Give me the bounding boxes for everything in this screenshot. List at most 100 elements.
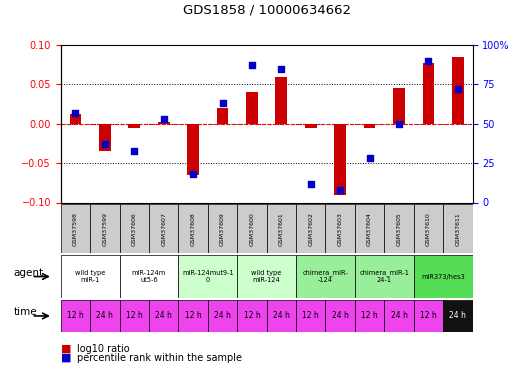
Text: GSM37610: GSM37610 <box>426 212 431 246</box>
Point <box>424 58 432 64</box>
Bar <box>187 124 199 175</box>
Bar <box>414 300 443 332</box>
Text: GSM37601: GSM37601 <box>279 212 284 246</box>
Bar <box>393 87 405 124</box>
Bar <box>158 122 169 124</box>
Text: 12 h: 12 h <box>67 311 84 320</box>
Bar <box>119 204 149 253</box>
Bar <box>237 300 267 332</box>
Point <box>130 147 138 153</box>
Point <box>159 116 168 122</box>
Text: percentile rank within the sample: percentile rank within the sample <box>77 353 242 363</box>
Bar <box>414 204 443 253</box>
Bar <box>119 300 149 332</box>
Text: ■: ■ <box>61 353 71 363</box>
Point <box>189 171 197 177</box>
Bar <box>237 204 267 253</box>
Bar <box>443 300 473 332</box>
Text: GSM37607: GSM37607 <box>161 212 166 246</box>
Text: 12 h: 12 h <box>185 311 202 320</box>
Bar <box>355 204 384 253</box>
Text: 24 h: 24 h <box>214 311 231 320</box>
Text: 24 h: 24 h <box>273 311 290 320</box>
Bar <box>267 300 296 332</box>
Bar <box>237 255 296 298</box>
Text: 24 h: 24 h <box>449 311 466 320</box>
Text: ■: ■ <box>61 344 71 354</box>
Point <box>454 86 462 92</box>
Bar <box>149 300 178 332</box>
Text: GSM37611: GSM37611 <box>455 212 460 246</box>
Bar <box>355 255 414 298</box>
Bar <box>61 300 90 332</box>
Point <box>395 121 403 127</box>
Bar <box>99 124 111 152</box>
Bar <box>246 92 258 124</box>
Text: GSM37608: GSM37608 <box>191 212 195 246</box>
Bar <box>325 204 355 253</box>
Bar <box>61 255 119 298</box>
Bar <box>70 114 81 124</box>
Text: 12 h: 12 h <box>126 311 143 320</box>
Bar <box>267 204 296 253</box>
Bar <box>443 204 473 253</box>
Text: 12 h: 12 h <box>420 311 437 320</box>
Text: miR373/hes3: miR373/hes3 <box>421 274 465 280</box>
Bar <box>90 300 119 332</box>
Bar <box>208 204 237 253</box>
Bar <box>208 300 237 332</box>
Text: miR-124m
ut5-6: miR-124m ut5-6 <box>132 270 166 283</box>
Bar <box>364 124 375 128</box>
Text: 12 h: 12 h <box>303 311 319 320</box>
Text: GSM37606: GSM37606 <box>132 212 137 246</box>
Bar <box>325 300 355 332</box>
Bar <box>128 124 140 128</box>
Bar <box>452 57 464 124</box>
Bar <box>296 300 325 332</box>
Text: 24 h: 24 h <box>332 311 348 320</box>
Bar <box>178 204 208 253</box>
Bar <box>119 255 178 298</box>
Text: miR-124mut9-1
0: miR-124mut9-1 0 <box>182 270 233 283</box>
Point <box>307 181 315 187</box>
Text: GSM37604: GSM37604 <box>367 212 372 246</box>
Text: time: time <box>13 307 37 317</box>
Text: 24 h: 24 h <box>391 311 408 320</box>
Bar <box>305 124 317 129</box>
Bar <box>178 255 237 298</box>
Bar <box>296 255 355 298</box>
Text: 12 h: 12 h <box>361 311 378 320</box>
Text: GSM37599: GSM37599 <box>102 212 107 246</box>
Bar <box>384 300 414 332</box>
Bar <box>178 300 208 332</box>
Text: log10 ratio: log10 ratio <box>77 344 129 354</box>
Text: chimera_miR-
-124: chimera_miR- -124 <box>303 270 348 284</box>
Text: GSM37602: GSM37602 <box>308 212 313 246</box>
Bar <box>334 124 346 195</box>
Bar <box>276 76 287 124</box>
Bar <box>414 255 473 298</box>
Bar <box>422 63 435 124</box>
Text: GDS1858 / 10000634662: GDS1858 / 10000634662 <box>183 4 351 17</box>
Point <box>101 141 109 147</box>
Text: 24 h: 24 h <box>155 311 172 320</box>
Text: GSM37603: GSM37603 <box>338 212 343 246</box>
Bar <box>61 204 90 253</box>
Text: wild type
miR-1: wild type miR-1 <box>75 270 105 283</box>
Bar <box>149 204 178 253</box>
Bar <box>355 300 384 332</box>
Point <box>71 110 80 116</box>
Text: chimera_miR-1
24-1: chimera_miR-1 24-1 <box>360 270 409 284</box>
Point <box>277 66 286 72</box>
Point <box>365 155 374 161</box>
Point <box>218 100 227 106</box>
Text: GSM37605: GSM37605 <box>397 212 401 246</box>
Bar <box>384 204 414 253</box>
Point <box>248 63 256 69</box>
Text: wild type
miR-124: wild type miR-124 <box>251 270 282 283</box>
Text: GSM37598: GSM37598 <box>73 212 78 246</box>
Point <box>336 187 344 193</box>
Bar <box>90 204 119 253</box>
Text: GSM37609: GSM37609 <box>220 212 225 246</box>
Text: 24 h: 24 h <box>97 311 114 320</box>
